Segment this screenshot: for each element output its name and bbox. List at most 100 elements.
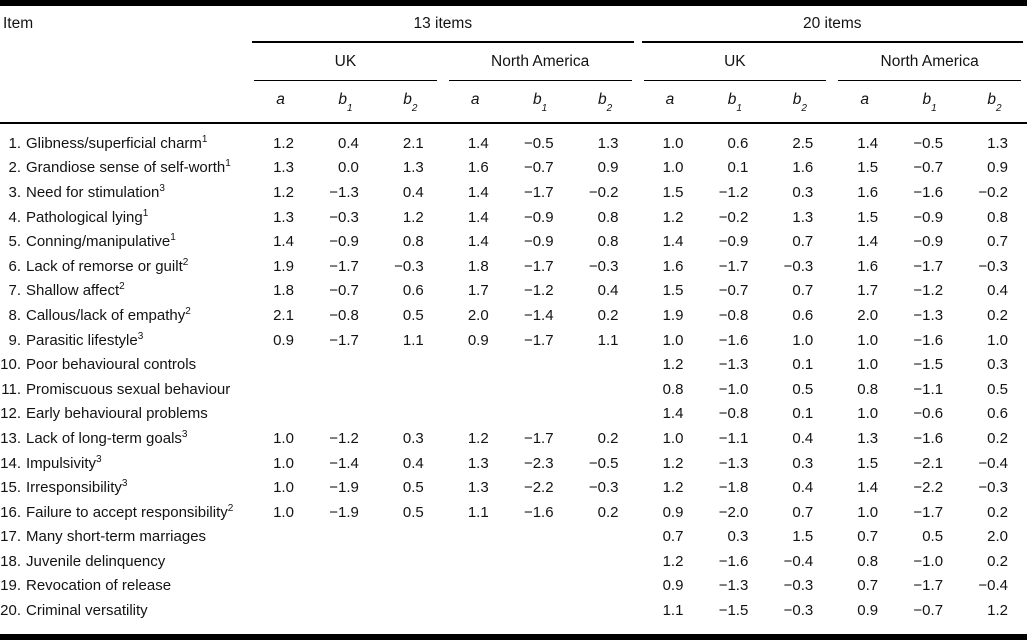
value-cell bbox=[248, 598, 313, 632]
item-label: 3. Need for stimulation3 bbox=[8, 182, 165, 201]
item-label: 7. Shallow affect2 bbox=[8, 281, 125, 300]
value-cell bbox=[378, 598, 443, 632]
value-cell: 0.5 bbox=[922, 528, 944, 546]
item-label: 8. Callous/lack of empathy2 bbox=[8, 305, 191, 324]
value-cell: −0.6 bbox=[913, 405, 944, 423]
value-cell: −1.9 bbox=[329, 479, 359, 497]
value-cell: 1.4 bbox=[467, 208, 489, 226]
value-cell: −0.2 bbox=[588, 183, 619, 201]
table-row: 15. Irresponsibility3 1.0 −1.9 0.5 1.3 −2.2 −0.… bbox=[0, 475, 1027, 500]
item-label: 9. Parasitic lifestyle3 bbox=[8, 330, 144, 349]
item-label: 19. Revocation of release bbox=[0, 577, 172, 595]
param-header-row: a b1 b2 a b1 b2 a b1 b2 a b1 b2 bbox=[0, 81, 1027, 124]
value-cell: −0.5 bbox=[913, 134, 944, 152]
value-cell bbox=[378, 377, 443, 402]
region-label: North America bbox=[491, 52, 590, 70]
item-label: 18. Juvenile delinquency bbox=[0, 552, 166, 570]
footnote-marker: 3 bbox=[137, 330, 144, 342]
value-cell bbox=[508, 402, 573, 427]
value-cell: 1.5 bbox=[857, 159, 879, 177]
value-cell bbox=[573, 352, 638, 377]
value-cell: −0.8 bbox=[718, 405, 749, 423]
value-cell: −0.7 bbox=[718, 282, 749, 300]
value-cell bbox=[248, 352, 313, 377]
value-cell: 1.0 bbox=[792, 331, 814, 349]
value-cell: −1.0 bbox=[913, 552, 944, 570]
value-cell bbox=[313, 598, 378, 632]
value-cell bbox=[508, 549, 573, 574]
value-cell: −1.9 bbox=[329, 503, 359, 521]
footnote-marker: 1 bbox=[201, 133, 208, 145]
value-cell bbox=[248, 574, 313, 599]
value-cell: 0.3 bbox=[402, 429, 424, 447]
param-header-b2: b2 bbox=[962, 81, 1027, 124]
value-cell bbox=[443, 574, 508, 599]
value-cell: 1.4 bbox=[662, 405, 684, 423]
value-cell: 2.0 bbox=[467, 306, 489, 324]
item-label: 1. Glibness/superficial charm1 bbox=[8, 133, 208, 152]
value-cell: 0.8 bbox=[597, 233, 619, 251]
value-cell: 1.6 bbox=[467, 159, 489, 177]
value-cell: −2.1 bbox=[913, 454, 944, 472]
value-cell: −1.7 bbox=[523, 257, 554, 275]
value-cell: 0.2 bbox=[597, 429, 619, 447]
region-header-row: UK North America UK North America bbox=[0, 43, 1027, 81]
value-cell: −0.3 bbox=[783, 257, 814, 275]
value-cell bbox=[573, 377, 638, 402]
table-row: 20. Criminal versatility 1.1 −1.5 −0.3 0.9 −0.… bbox=[0, 598, 1027, 632]
value-cell: 1.8 bbox=[467, 257, 489, 275]
value-cell bbox=[313, 574, 378, 599]
value-cell: 0.6 bbox=[987, 405, 1008, 423]
item-label: 11. Promiscuous sexual behaviour bbox=[1, 380, 231, 398]
value-cell: 0.1 bbox=[792, 356, 814, 374]
value-cell: 0.7 bbox=[792, 233, 814, 251]
value-cell: 1.3 bbox=[987, 134, 1008, 152]
value-cell: 2.5 bbox=[792, 134, 814, 152]
value-cell: −0.3 bbox=[783, 602, 814, 620]
value-cell: 1.3 bbox=[273, 159, 294, 177]
value-cell: 1.2 bbox=[662, 356, 684, 374]
footnote-marker: 1 bbox=[225, 158, 231, 170]
footnote-marker: 3 bbox=[181, 428, 188, 440]
value-cell: −2.0 bbox=[718, 503, 749, 521]
value-cell: 1.6 bbox=[662, 257, 684, 275]
table-row: 2. Grandiose sense of self-worth1 1.3 0.0 1.… bbox=[0, 156, 1027, 181]
footnote-marker: 1 bbox=[142, 207, 149, 219]
value-cell: 0.4 bbox=[338, 134, 359, 152]
value-cell: 1.2 bbox=[987, 602, 1008, 620]
value-cell bbox=[508, 377, 573, 402]
item-label: 17. Many short-term marriages bbox=[0, 528, 207, 546]
table-row: 8. Callous/lack of empathy2 2.1 −0.8 0.5 2.0 −… bbox=[0, 303, 1027, 328]
value-cell: −0.9 bbox=[523, 208, 554, 226]
table-row: 11. Promiscuous sexual behaviour 0.8 −1.0 0.… bbox=[0, 377, 1027, 402]
item-label: 4. Pathological lying1 bbox=[8, 207, 149, 226]
item-label: 10. Poor behavioural controls bbox=[0, 356, 197, 374]
table-row: 3. Need for stimulation3 1.2 −1.3 0.4 1.4 −1.7… bbox=[0, 180, 1027, 205]
param-header-b2: b2 bbox=[572, 81, 638, 124]
value-cell: 1.1 bbox=[597, 331, 619, 349]
value-cell: 2.0 bbox=[987, 528, 1008, 546]
item-column-header: Item bbox=[0, 6, 249, 124]
value-cell: 1.3 bbox=[467, 454, 489, 472]
param-header-a: a bbox=[832, 81, 898, 124]
value-cell: 1.1 bbox=[467, 503, 489, 521]
value-cell: 0.7 bbox=[792, 282, 814, 300]
value-cell: 1.0 bbox=[662, 159, 684, 177]
item-label: 6. Lack of remorse or guilt2 bbox=[8, 256, 189, 275]
value-cell: −0.7 bbox=[523, 159, 554, 177]
value-cell: 1.4 bbox=[857, 479, 879, 497]
region-header-uk-20: UK bbox=[638, 43, 833, 81]
value-cell: −0.3 bbox=[783, 577, 814, 595]
value-cell: 1.4 bbox=[857, 134, 879, 152]
value-cell: −1.7 bbox=[913, 257, 944, 275]
value-cell bbox=[573, 574, 638, 599]
value-cell: −0.9 bbox=[913, 233, 944, 251]
value-cell: 1.5 bbox=[662, 282, 684, 300]
value-cell: 1.0 bbox=[662, 331, 684, 349]
footnote-marker: 2 bbox=[182, 256, 189, 268]
value-cell: 0.2 bbox=[987, 306, 1008, 324]
table-row: 12. Early behavioural problems 1.4 −0.8 0.1 1… bbox=[0, 402, 1027, 427]
value-cell bbox=[313, 377, 378, 402]
value-cell: −1.2 bbox=[523, 282, 554, 300]
param-header-b1: b1 bbox=[702, 81, 768, 124]
